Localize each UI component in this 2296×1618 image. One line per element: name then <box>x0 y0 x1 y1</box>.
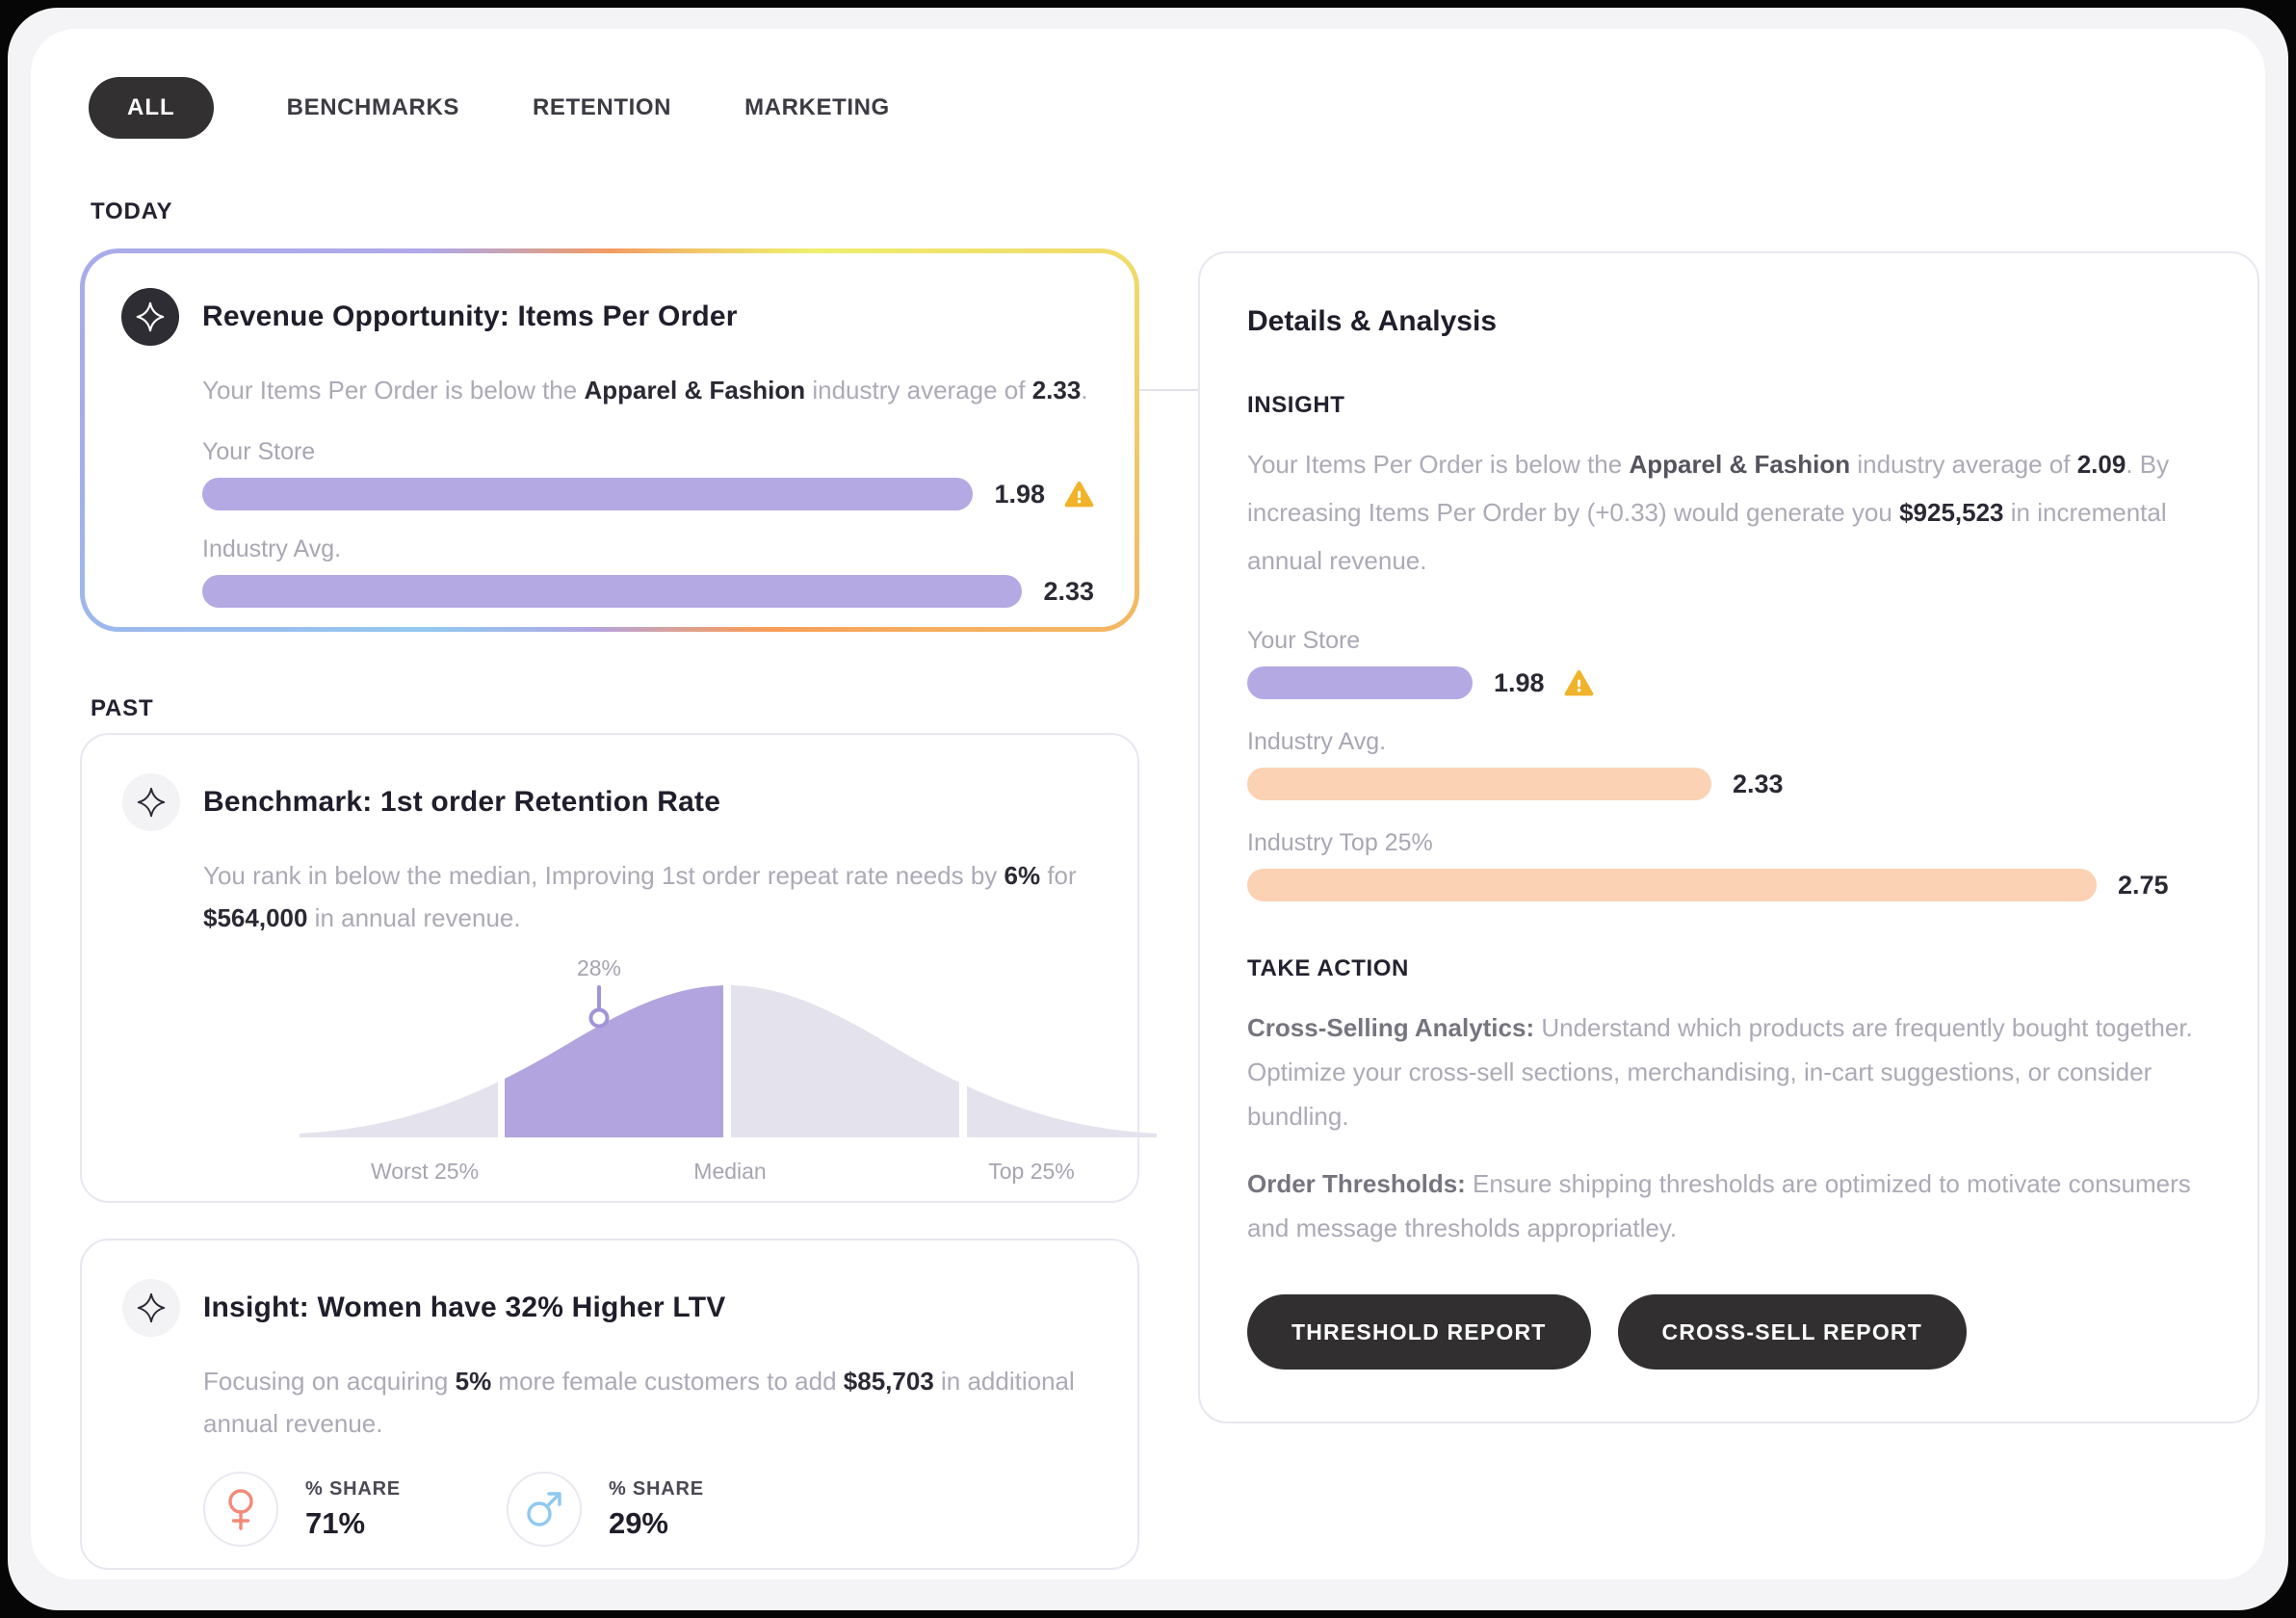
share-label: % SHARE <box>608 1477 704 1500</box>
bar-value: 1.98 <box>1494 667 1545 697</box>
bar-value: 1.98 <box>994 479 1045 509</box>
panel-title: Details & Analysis <box>1247 305 1497 337</box>
industry-avg-bar <box>1247 768 1711 800</box>
marker-pin-circle <box>588 1007 610 1029</box>
bar-label: Industry Avg. <box>202 535 342 562</box>
your-store-bar <box>202 478 974 510</box>
bar-label: Industry Top 25% <box>1247 829 1433 856</box>
female-share-stat: % SHARE 71% <box>203 1472 401 1547</box>
sparkle-icon <box>122 1279 180 1337</box>
section-label-today: TODAY <box>91 198 173 224</box>
share-value: 29% <box>608 1505 668 1540</box>
male-share-stat: % SHARE 29% <box>506 1472 704 1547</box>
sparkle-icon <box>122 773 180 831</box>
card-title: Benchmark: 1st order Retention Rate <box>203 786 721 818</box>
sparkle-icon <box>121 288 179 346</box>
your-store-bar <box>1247 666 1473 699</box>
quartile-top25-segment <box>967 1085 1157 1137</box>
insight-ltv-card[interactable]: Insight: Women have 32% Higher LTV Focus… <box>80 1239 1139 1570</box>
action-paragraph-cross-selling: Cross-Selling Analytics: Understand whic… <box>1247 1013 2193 1131</box>
quartile-highlighted-segment <box>505 985 723 1137</box>
male-icon <box>506 1472 582 1547</box>
bar-row-your-store: 1.98 <box>1247 666 2209 699</box>
warning-icon <box>1064 481 1094 509</box>
distribution-chart: 28% Worst 25% Median Top 25% <box>290 954 1166 1195</box>
revenue-opportunity-card-inner: Revenue Opportunity: Items Per Order You… <box>85 253 1135 627</box>
axis-label-worst25: Worst 25% <box>370 1159 480 1184</box>
card-description: You rank in below the median, Improving … <box>203 861 1077 932</box>
tab-bar: ALL BENCHMARKS RETENTION MARKETING <box>89 77 890 139</box>
share-label: % SHARE <box>305 1477 401 1500</box>
bar-label: Industry Avg. <box>1247 728 1387 755</box>
insight-heading: INSIGHT <box>1247 392 1345 418</box>
tab-retention[interactable]: RETENTION <box>533 94 672 120</box>
card-title: Revenue Opportunity: Items Per Order <box>202 300 738 332</box>
card-panel-connector-line <box>1139 389 1198 391</box>
card-title: Insight: Women have 32% Higher LTV <box>203 1292 726 1323</box>
tab-benchmarks[interactable]: BENCHMARKS <box>286 94 459 120</box>
industry-avg-bar <box>202 575 1023 608</box>
tab-marketing[interactable]: MARKETING <box>744 94 890 120</box>
page-surface: ALL BENCHMARKS RETENTION MARKETING TODAY… <box>31 29 2265 1579</box>
revenue-opportunity-card[interactable]: Revenue Opportunity: Items Per Order You… <box>80 248 1139 632</box>
report-buttons: THRESHOLD REPORT CROSS-SELL REPORT <box>1247 1294 2209 1370</box>
take-action-heading: TAKE ACTION <box>1247 955 1409 981</box>
card-description: Focusing on acquiring 5% more female cus… <box>203 1367 1075 1438</box>
bell-curve: 28% <box>300 955 1157 1137</box>
female-icon <box>203 1472 278 1547</box>
details-analysis-panel: Details & Analysis INSIGHT Your Items Pe… <box>1198 251 2259 1423</box>
cross-sell-report-button[interactable]: CROSS-SELL REPORT <box>1617 1294 1967 1370</box>
bar-row-industry-top25: 2.75 <box>1247 869 2209 901</box>
gender-share-stats: % SHARE 71% % SHA <box>203 1472 1093 1547</box>
benchmark-retention-card[interactable]: Benchmark: 1st order Retention Rate You … <box>80 733 1157 1203</box>
bar-label: Your Store <box>202 438 316 465</box>
bar-value: 2.75 <box>2118 870 2169 900</box>
app-frame: ALL BENCHMARKS RETENTION MARKETING TODAY… <box>8 8 2288 1610</box>
share-value: 71% <box>305 1505 366 1540</box>
bar-label: Your Store <box>1247 627 1361 654</box>
tab-all[interactable]: ALL <box>89 77 214 139</box>
section-label-past: PAST <box>91 695 154 721</box>
bar-value: 2.33 <box>1043 576 1094 606</box>
bar-row-industry-avg: 2.33 <box>202 575 1094 608</box>
action-paragraph-order-thresholds: Order Thresholds: Ensure shipping thresh… <box>1247 1169 2191 1242</box>
axis-label-median: Median <box>693 1159 767 1184</box>
quartile-worst25-segment <box>300 1082 498 1137</box>
distribution-marker-label: 28% <box>577 955 621 980</box>
bar-row-industry-avg: 2.33 <box>1247 768 2209 800</box>
insight-paragraph: Your Items Per Order is below the Appare… <box>1247 450 2170 575</box>
card-description: Your Items Per Order is below the Appare… <box>202 376 1088 404</box>
threshold-report-button[interactable]: THRESHOLD REPORT <box>1247 1294 1591 1370</box>
axis-label-top25: Top 25% <box>988 1159 1075 1184</box>
quartile-third-segment <box>731 985 959 1137</box>
industry-top25-bar <box>1247 869 2097 901</box>
warning-icon <box>1564 669 1594 697</box>
bar-value: 2.33 <box>1733 769 1784 798</box>
bar-row-your-store: 1.98 <box>202 478 1094 510</box>
